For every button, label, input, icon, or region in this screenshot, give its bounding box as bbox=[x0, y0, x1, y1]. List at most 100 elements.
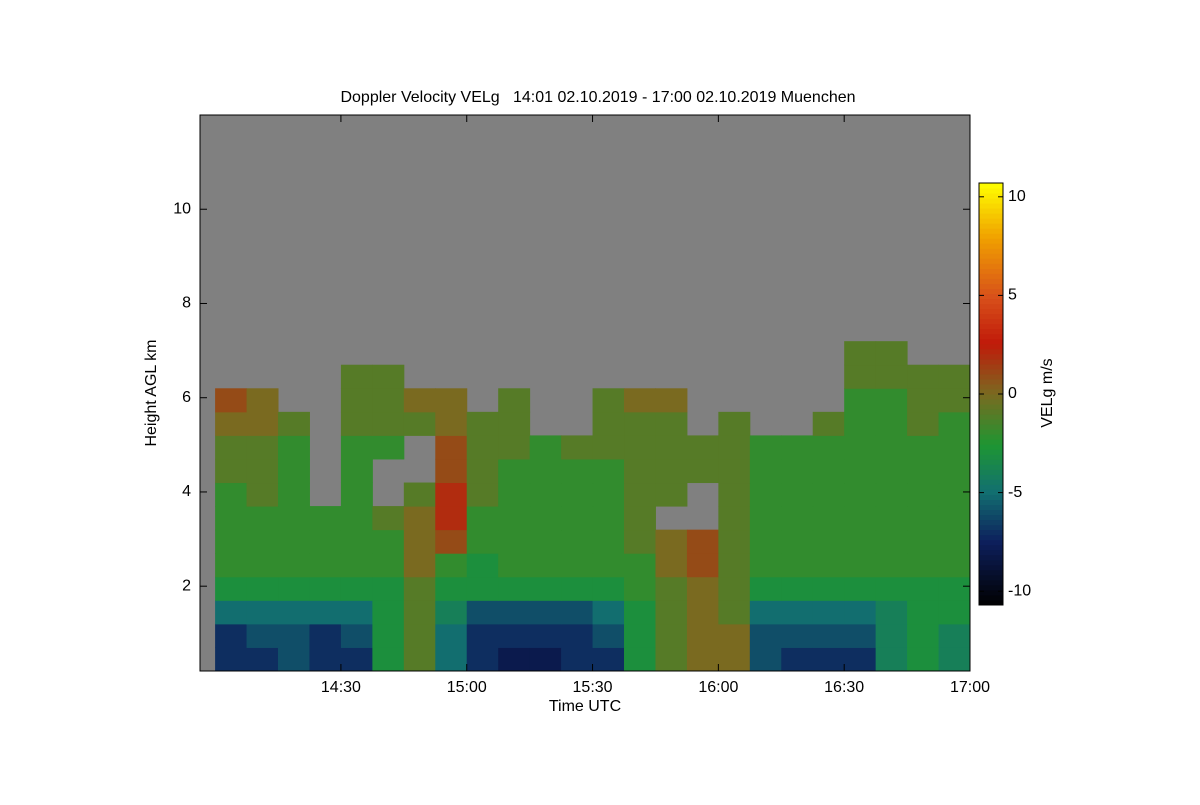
heat-cell bbox=[498, 576, 531, 601]
heat-cell bbox=[592, 623, 625, 648]
colorbar-segment bbox=[979, 268, 1003, 274]
heat-cell bbox=[781, 506, 814, 531]
colorbar-segment bbox=[979, 288, 1003, 295]
heat-cell bbox=[340, 435, 373, 460]
heat-cell bbox=[529, 600, 562, 625]
heat-cell bbox=[844, 576, 877, 601]
heat-cell bbox=[592, 388, 625, 413]
heat-cell bbox=[812, 506, 845, 531]
colorbar-tick-label: 10 bbox=[1008, 188, 1026, 205]
heat-cell bbox=[309, 576, 342, 601]
colorbar-segment bbox=[979, 273, 1003, 279]
x-tick-label: 15:00 bbox=[447, 679, 487, 696]
heat-cell bbox=[624, 506, 656, 531]
heat-cell bbox=[561, 647, 594, 672]
heat-cell bbox=[215, 458, 248, 484]
heat-cell bbox=[340, 576, 373, 601]
heat-cell bbox=[466, 623, 499, 648]
heat-cell bbox=[907, 388, 940, 413]
heat-cell bbox=[749, 576, 782, 601]
heat-cell bbox=[372, 388, 405, 413]
heat-cell bbox=[466, 600, 499, 625]
heat-cell bbox=[561, 576, 594, 601]
heat-cell bbox=[246, 529, 279, 554]
heat-cell bbox=[812, 623, 845, 648]
colorbar-segment bbox=[979, 469, 1003, 475]
colorbar-segment bbox=[979, 419, 1003, 425]
heat-cell bbox=[907, 529, 940, 554]
heat-cell bbox=[812, 435, 845, 460]
colorbar-segment bbox=[979, 484, 1003, 490]
heat-cell bbox=[592, 458, 625, 484]
heat-cell bbox=[340, 623, 373, 648]
heat-cell bbox=[686, 647, 719, 672]
heat-cell bbox=[372, 411, 405, 436]
heat-cell bbox=[435, 435, 468, 460]
heat-cell bbox=[246, 623, 279, 648]
heat-cell bbox=[844, 411, 877, 436]
heat-cell bbox=[749, 482, 782, 507]
heat-cell bbox=[246, 458, 279, 484]
heat-cell bbox=[561, 553, 594, 578]
colorbar-segment bbox=[979, 539, 1003, 546]
heat-cell bbox=[686, 458, 719, 484]
colorbar-segment bbox=[979, 424, 1003, 430]
heat-cell bbox=[592, 647, 625, 672]
heat-cell bbox=[875, 506, 908, 531]
heat-cell bbox=[938, 647, 971, 672]
colorbar-segment bbox=[979, 303, 1003, 310]
heat-cell bbox=[907, 506, 940, 531]
heat-cell bbox=[844, 458, 877, 484]
colorbar-segment bbox=[979, 378, 1003, 385]
colorbar-segment bbox=[979, 569, 1003, 576]
colorbar-segment bbox=[979, 449, 1003, 455]
heat-cell bbox=[403, 506, 436, 531]
colorbar-segment bbox=[979, 444, 1003, 450]
heat-cell bbox=[686, 623, 719, 648]
colorbar-segment bbox=[979, 228, 1003, 234]
colorbar-segment bbox=[979, 328, 1003, 335]
colorbar-segment bbox=[979, 243, 1003, 249]
y-tick-label: 10 bbox=[173, 200, 191, 217]
heat-cell bbox=[875, 388, 908, 413]
heat-cell bbox=[372, 647, 405, 672]
heat-cell bbox=[372, 506, 405, 531]
heat-cell bbox=[435, 623, 468, 648]
heat-cell bbox=[655, 553, 688, 578]
heat-cell bbox=[529, 435, 562, 460]
colorbar-segment bbox=[979, 283, 1003, 289]
heat-cell bbox=[403, 600, 436, 625]
heat-cell bbox=[938, 506, 971, 531]
heat-cell bbox=[340, 529, 373, 554]
heat-cell bbox=[215, 529, 248, 554]
colorbar-segment bbox=[979, 589, 1003, 596]
colorbar-segment bbox=[979, 464, 1003, 470]
colorbar-segment bbox=[979, 509, 1003, 516]
colorbar-segment bbox=[979, 494, 1003, 500]
colorbar-segment bbox=[979, 399, 1003, 405]
heat-cell bbox=[624, 411, 656, 436]
x-tick-label: 17:00 bbox=[950, 679, 990, 696]
heat-cell bbox=[907, 364, 940, 389]
heat-cell bbox=[655, 647, 688, 672]
heat-cell bbox=[466, 482, 499, 507]
heat-cell bbox=[812, 647, 845, 672]
heat-cell bbox=[246, 553, 279, 578]
colorbar-segment bbox=[979, 353, 1003, 360]
heat-cell bbox=[561, 529, 594, 554]
colorbar-segment bbox=[979, 524, 1003, 531]
heat-cell bbox=[309, 647, 342, 672]
heat-cell bbox=[812, 553, 845, 578]
colorbar-segment bbox=[979, 293, 1003, 300]
colorbar-segment bbox=[979, 514, 1003, 521]
heat-cell bbox=[561, 506, 594, 531]
heat-cell bbox=[435, 600, 468, 625]
heat-cell bbox=[938, 388, 971, 413]
colorbar-segment bbox=[979, 183, 1003, 189]
heat-cell bbox=[938, 529, 971, 554]
x-tick-label: 16:00 bbox=[698, 679, 738, 696]
heat-cell bbox=[718, 529, 751, 554]
heat-cell bbox=[655, 411, 688, 436]
heat-cell bbox=[686, 553, 719, 578]
heat-cell bbox=[498, 435, 531, 460]
